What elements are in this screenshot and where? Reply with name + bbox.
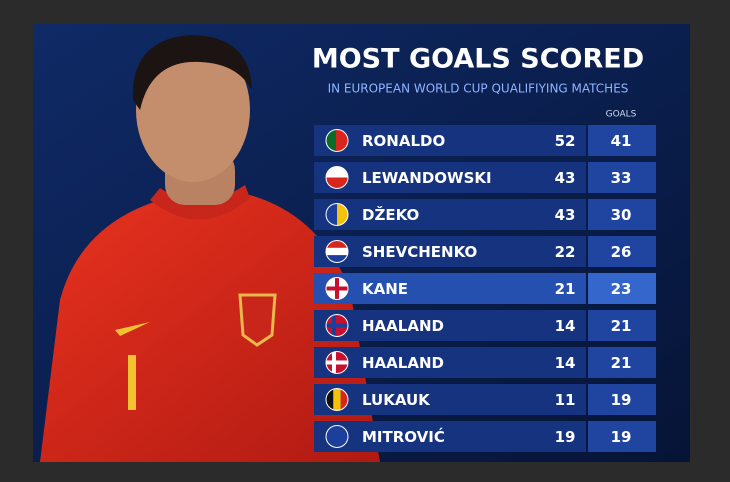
- flag-stripe: [326, 166, 348, 178]
- row-background: [314, 125, 586, 156]
- flag-ring: [325, 388, 349, 411]
- goals-value: 21: [611, 354, 632, 372]
- table-row: SHEVCHENKO 22 26: [314, 236, 656, 267]
- player-illustration: [40, 35, 380, 462]
- flag: [326, 314, 348, 337]
- matches-value: 19: [555, 428, 576, 446]
- row-background: [314, 236, 586, 267]
- table-row: RONALDO 52 41: [314, 125, 656, 156]
- flag-stripe: [326, 129, 336, 152]
- goals-value: 41: [611, 132, 632, 150]
- subtitle: IN EUROPEAN WORLD CUP QUALIFIYING MATCHE…: [328, 82, 629, 96]
- flag: [326, 425, 348, 448]
- player-name: DŽEKO: [362, 205, 419, 224]
- goals-cell: [588, 347, 656, 378]
- table-row: LUKAUK 11 19: [314, 384, 656, 415]
- flag-stripe: [337, 203, 348, 226]
- flag-stripe: [326, 255, 348, 263]
- flag-stripe: [326, 388, 334, 411]
- flag: [326, 351, 348, 374]
- flag-ring: [325, 240, 349, 263]
- goals-cell: [588, 162, 656, 193]
- flag-cross: [326, 360, 348, 365]
- table-row: KANE 21 23: [314, 273, 656, 304]
- flag-stripe: [340, 388, 348, 411]
- flag-stripe: [326, 177, 348, 189]
- goals-cell: [588, 384, 656, 415]
- goals-value: 19: [611, 428, 632, 446]
- flag-stripe: [326, 240, 348, 248]
- player-name: RONALDO: [362, 132, 445, 150]
- player-name: HAALAND: [362, 317, 444, 335]
- goals-cell: [588, 125, 656, 156]
- table-row: LEWANDOWSKI 43 33: [314, 162, 656, 193]
- player-name: KANE: [362, 280, 408, 298]
- goals-cell: [588, 199, 656, 230]
- flag-stripe: [326, 425, 348, 448]
- matches-value: 22: [555, 243, 576, 261]
- table-row: HAALAND 14 21: [314, 347, 656, 378]
- matches-value: 11: [555, 391, 576, 409]
- table-row: HAALAND 14 21: [314, 310, 656, 341]
- flag-cross: [326, 323, 348, 328]
- matches-value: 52: [555, 132, 576, 150]
- column-header: GOALS: [606, 110, 637, 120]
- table-row: DŽEKO 43 30: [314, 199, 656, 230]
- flag-cross: [326, 286, 348, 291]
- matches-value: 21: [555, 280, 576, 298]
- flag-stripe: [333, 388, 341, 411]
- player-name: HAALAND: [362, 354, 444, 372]
- flag: [326, 388, 348, 411]
- goals-cell: [588, 273, 656, 304]
- goals-value: 33: [611, 169, 632, 187]
- goals-value: 30: [611, 206, 632, 224]
- table-row: MITROVIĆ 19 19: [314, 421, 656, 452]
- row-background: [314, 310, 586, 341]
- flag: [326, 203, 348, 226]
- title: MOST GOALS SCORED: [312, 44, 644, 75]
- row-background: [314, 347, 586, 378]
- flag-ring: [325, 129, 349, 152]
- matches-value: 43: [555, 206, 576, 224]
- matches-value: 43: [555, 169, 576, 187]
- flag-ring: [325, 203, 349, 226]
- row-background: [314, 199, 586, 230]
- row-background: [314, 421, 586, 452]
- flag-ring: [325, 166, 349, 189]
- player-name: LEWANDOWSKI: [362, 169, 492, 187]
- goals-value: 19: [611, 391, 632, 409]
- flag-stripe: [326, 203, 337, 226]
- row-background: [314, 384, 586, 415]
- flag-ring: [325, 351, 349, 374]
- table: RONALDO 52 41 LEWANDOWSKI 43 33 DŽEKO 43 30 SHEVC…: [314, 125, 656, 452]
- goals-value: 26: [611, 243, 632, 261]
- flag-stripe: [326, 247, 348, 256]
- flag: [326, 277, 348, 300]
- flag-ring: [325, 425, 349, 448]
- flag-ring: [325, 314, 349, 337]
- matches-value: 14: [555, 317, 576, 335]
- goals-cell: [588, 310, 656, 341]
- goals-cell: [588, 236, 656, 267]
- goals-cell: [588, 421, 656, 452]
- goals-value: 23: [611, 280, 632, 298]
- flag: [326, 166, 348, 189]
- player-name: MITROVIĆ: [362, 427, 445, 446]
- player-name: LUKAUK: [362, 391, 431, 409]
- flag: [326, 240, 348, 263]
- flag-ring: [325, 277, 349, 300]
- player-name: SHEVCHENKO: [362, 243, 477, 261]
- flag: [326, 129, 348, 152]
- goals-value: 21: [611, 317, 632, 335]
- matches-value: 14: [555, 354, 576, 372]
- row-background: [314, 162, 586, 193]
- flag-stripe: [335, 129, 348, 152]
- row-background: [314, 273, 586, 304]
